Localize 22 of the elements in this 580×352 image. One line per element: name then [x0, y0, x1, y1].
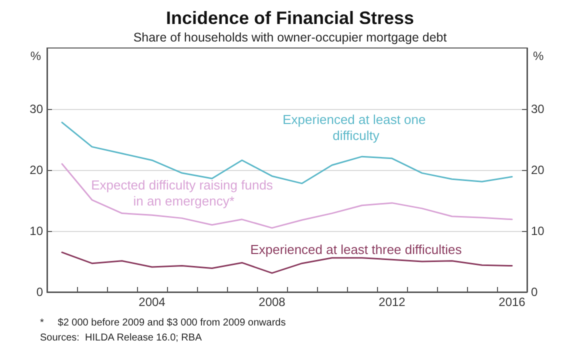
y-axis-title: % [30, 49, 42, 63]
series-label: Experienced at least three difficulties [250, 242, 462, 257]
y2-tick-label: 30 [531, 102, 545, 116]
x-tick-label: 2012 [378, 295, 406, 309]
y-tick-label: 0 [36, 285, 44, 299]
y-tick-label: 20 [30, 163, 44, 177]
y-tick-label: 10 [30, 224, 44, 238]
x-tick-label: 2004 [138, 295, 166, 309]
chart-subtitle: Share of households with owner-occupier mortgage debt [133, 30, 448, 44]
y2-tick-label: 0 [531, 285, 538, 299]
source-note: Sources: HILDA Release 16.0; RBA [40, 332, 202, 344]
text: * $2 000 before 2009 and $3 000 from 2009 onwards [40, 318, 286, 328]
series-label: Expected difficulty raising funds in an emergency* [91, 178, 274, 209]
y2-tick-label: 10 [531, 224, 545, 238]
y2-tick-label: 20 [531, 163, 545, 177]
line-series [61, 163, 513, 229]
y-tick-label: 30 [30, 102, 44, 116]
x-tick-label: 2016 [498, 295, 526, 309]
text: Experienced at least one difficulty [282, 112, 430, 143]
y2-axis-title: % [533, 49, 544, 63]
chart-title: Incidence of Financial Stress [166, 8, 414, 28]
x-tick-label: 2008 [258, 295, 286, 309]
